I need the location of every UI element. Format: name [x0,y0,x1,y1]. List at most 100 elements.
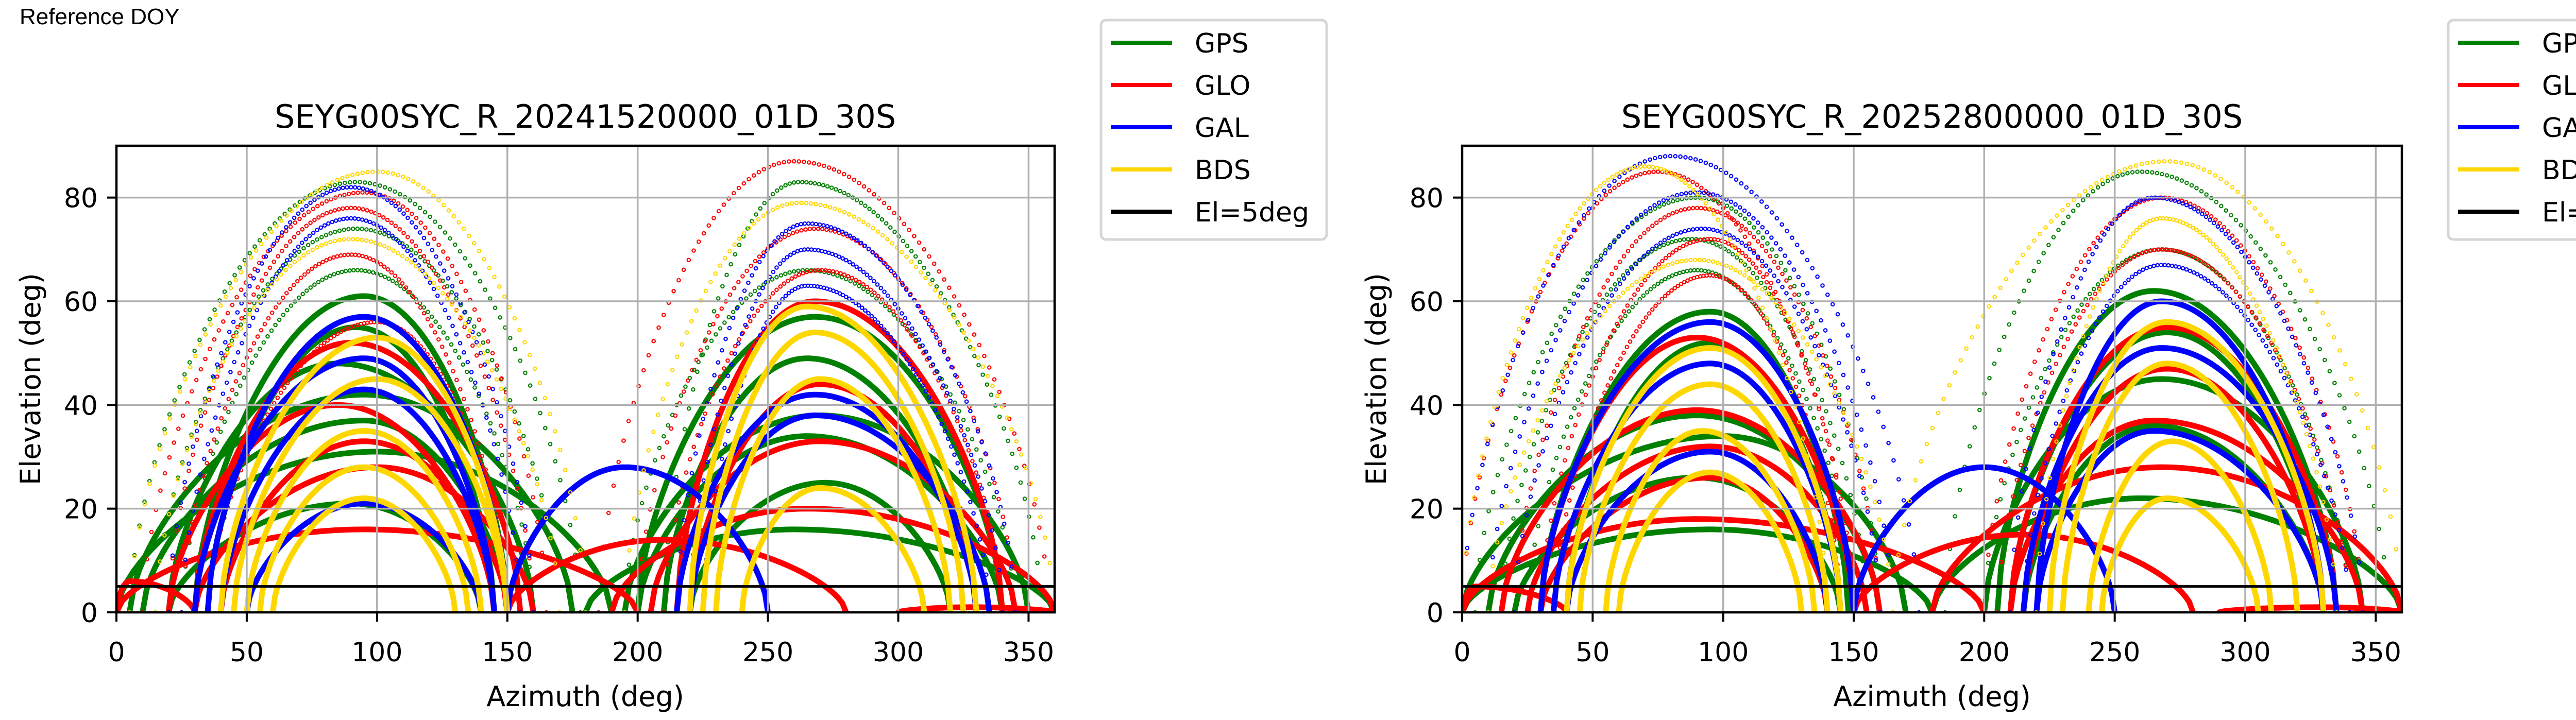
data-point [785,255,790,260]
data-point [2286,250,2291,255]
data-point [2108,273,2113,278]
data-point [1733,282,1738,287]
data-point [713,489,718,494]
data-point [255,307,259,313]
data-point [2260,338,2265,343]
data-point [2093,292,2098,296]
data-point [172,440,176,445]
data-point [855,238,860,243]
data-point [1702,191,1706,195]
data-point [364,218,368,223]
data-point [1694,227,1700,231]
data-point [1668,153,1673,159]
data-point [1986,560,1991,565]
data-point [1698,159,1703,163]
data-point [266,316,271,321]
data-point [1666,290,1671,296]
legend-label: GLO [2542,71,2576,101]
satellite-pass [217,386,497,612]
data-point [441,330,446,335]
data-point [1669,239,1674,245]
data-point [360,217,365,222]
data-point [866,311,871,316]
data-point [502,428,507,434]
data-point [710,392,715,397]
data-point [1549,423,1553,428]
data-point [469,370,474,374]
data-point [348,185,353,190]
data-point [2218,273,2223,278]
data-point [832,167,837,172]
data-point [1585,335,1590,340]
data-point [1520,330,1526,335]
data-point [1646,227,1651,232]
data-point [718,374,723,379]
data-point [281,312,286,317]
data-point [1470,512,1475,518]
data-point [2133,202,2138,207]
data-point [1845,333,1851,338]
data-point [2270,338,2276,343]
data-point [2229,213,2233,218]
data-point [1684,242,1689,247]
data-point [1552,412,1557,417]
data-point [2083,297,2088,302]
data-point [2123,281,2127,286]
data-point [747,314,751,319]
data-point [1536,463,1541,468]
data-point [1014,439,1019,444]
data-point [2060,208,2065,213]
data-point [2127,235,2132,240]
data-point [966,338,971,343]
data-point [859,305,865,311]
data-point [2230,233,2235,238]
data-point [1653,156,1657,161]
data-point [965,427,970,432]
data-point [1558,314,1563,319]
data-point [1634,279,1639,284]
data-point [2026,436,2031,440]
data-point [1796,311,1801,316]
data-point [996,509,1001,514]
data-point [889,268,894,273]
data-point [882,289,887,294]
data-point [225,311,230,316]
data-point [457,340,463,346]
data-point [1615,363,1620,368]
data-point [2081,198,2086,202]
data-point [681,267,686,272]
data-point [176,426,181,431]
data-point [421,235,427,241]
data-point [1562,318,1567,323]
data-point [2031,268,2036,273]
data-point [1694,205,1700,211]
data-point [2235,304,2240,310]
data-point [1789,389,1793,395]
data-point [342,192,347,197]
data-point [736,341,741,346]
data-point [2171,248,2176,253]
data-point [2314,452,2319,457]
data-point [1825,292,1830,297]
data-point [289,303,294,308]
data-point [2331,335,2336,340]
data-point [2204,192,2209,197]
data-point [1823,428,1828,434]
data-point [295,279,300,284]
data-point [451,214,456,219]
data-point [426,242,431,246]
data-point [230,400,235,405]
data-point [1710,192,1716,197]
data-point [1833,393,1838,399]
data-point [371,221,376,226]
data-point [1517,462,1522,467]
data-point [1765,291,1770,296]
data-point [1657,200,1662,205]
data-point [728,262,733,267]
data-point [2296,406,2301,411]
data-point [719,306,724,311]
data-point [428,214,433,219]
data-point [1757,270,1762,275]
data-point [799,200,804,205]
data-point [2035,410,2040,415]
